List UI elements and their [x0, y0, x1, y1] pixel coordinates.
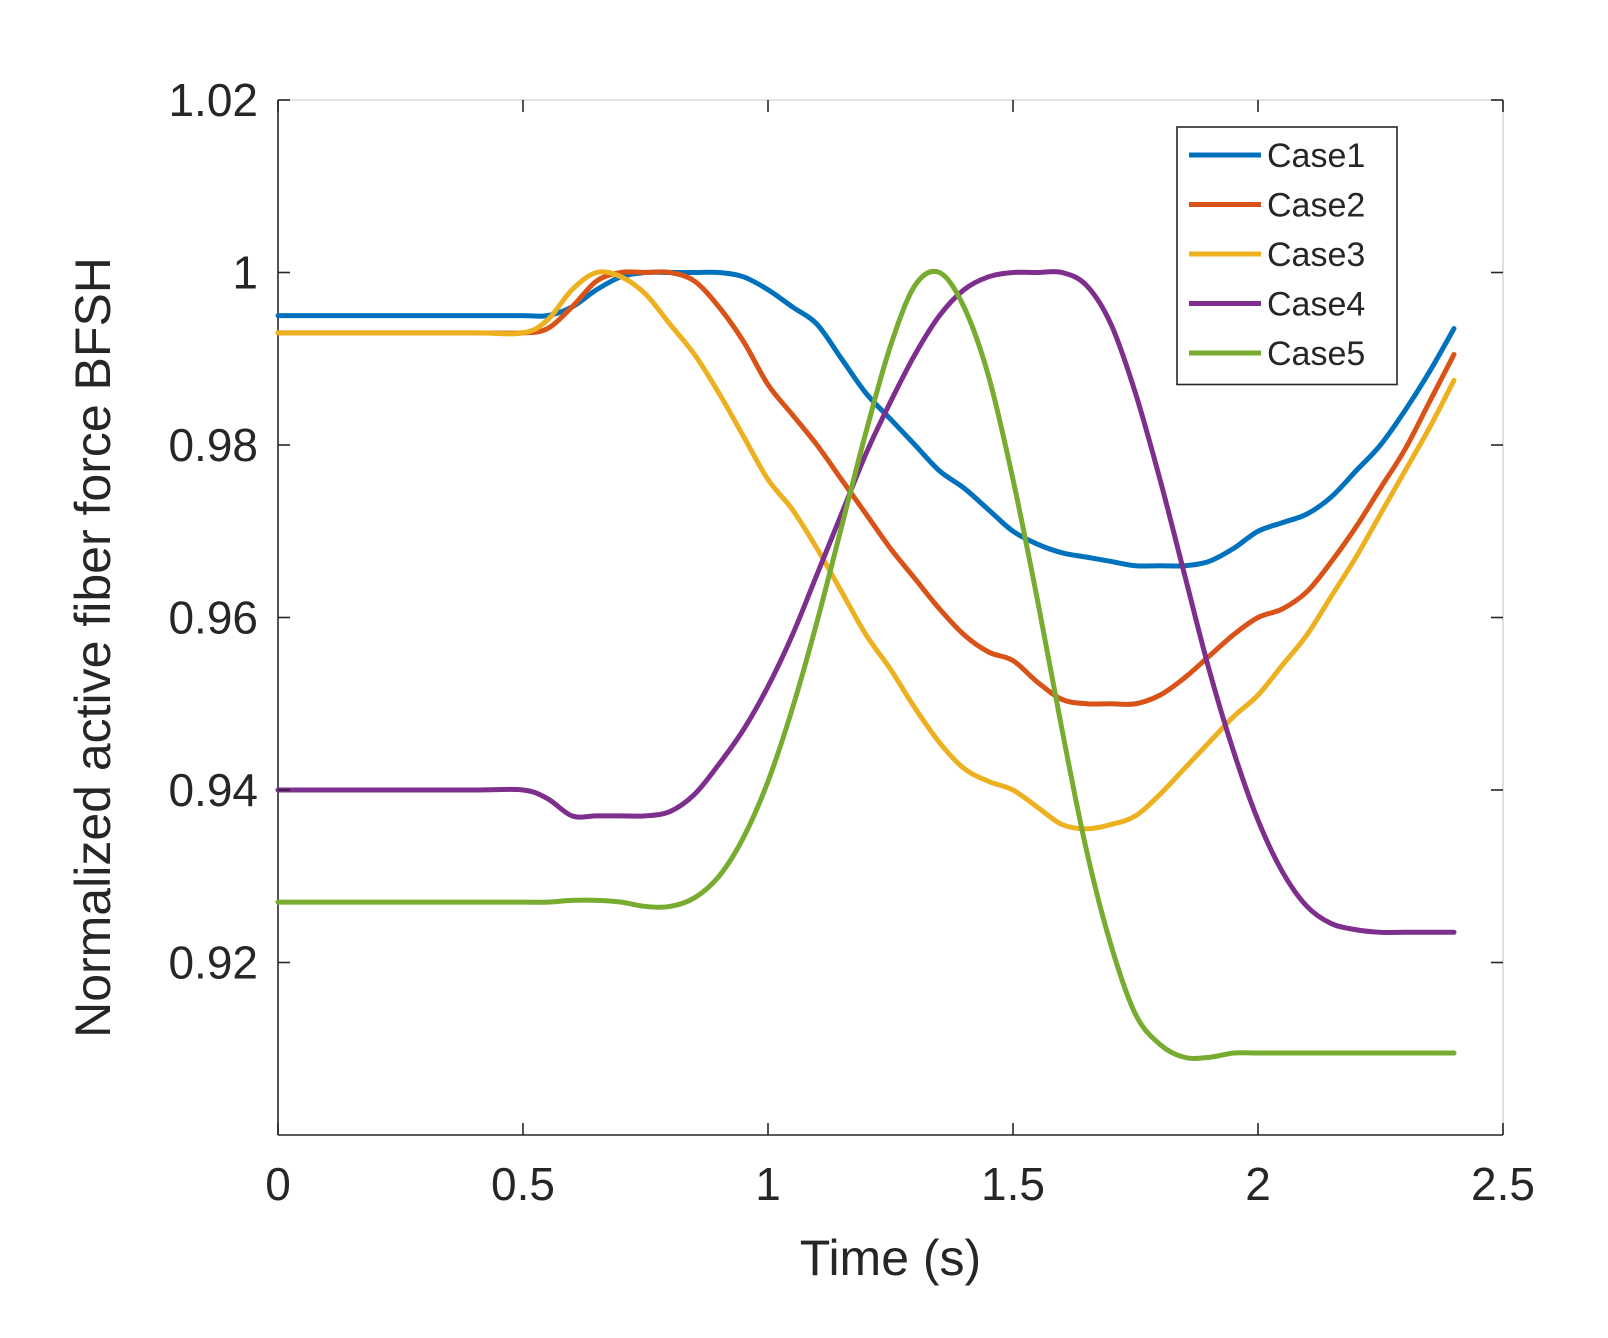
- y-tick-label: 0.92: [168, 937, 258, 989]
- series-line-case1: [275, 269, 1457, 569]
- x-axis-title: Time (s): [800, 1230, 981, 1286]
- series-line-case5: [275, 268, 1457, 1062]
- y-tick-label: 1: [232, 247, 258, 299]
- x-tick-label: 2.5: [1471, 1158, 1535, 1210]
- x-tick-label: 0: [265, 1158, 291, 1210]
- legend: Case1 Case2 Case3 Case4 Case5: [1176, 126, 1398, 386]
- x-tick-label: 0.5: [491, 1158, 555, 1210]
- legend-label-case2: Case2: [1267, 187, 1365, 225]
- x-tick-label: 1.5: [981, 1158, 1045, 1210]
- ticks-layer: 0 0.5 1 1.5 2 2.5 0.92 0.94 0.96 0.98 1 1.02: [168, 74, 1535, 1210]
- legend-label-case1: Case1: [1267, 137, 1365, 175]
- legend-label-case3: Case3: [1267, 236, 1365, 274]
- y-tick-label: 0.96: [168, 592, 258, 644]
- y-axis-title: Normalized active fiber force BFSH: [65, 257, 121, 1038]
- y-tick-label: 0.98: [168, 419, 258, 471]
- legend-label-case5: Case5: [1267, 335, 1365, 373]
- series-line-case3: [275, 269, 1457, 832]
- series-layer: [275, 268, 1457, 1062]
- legend-label-case4: Case4: [1267, 286, 1365, 324]
- x-tick-label: 2: [1245, 1158, 1271, 1210]
- y-tick-label: 0.94: [168, 764, 258, 816]
- y-tick-label: 1.02: [168, 74, 258, 126]
- x-tick-label: 1: [755, 1158, 781, 1210]
